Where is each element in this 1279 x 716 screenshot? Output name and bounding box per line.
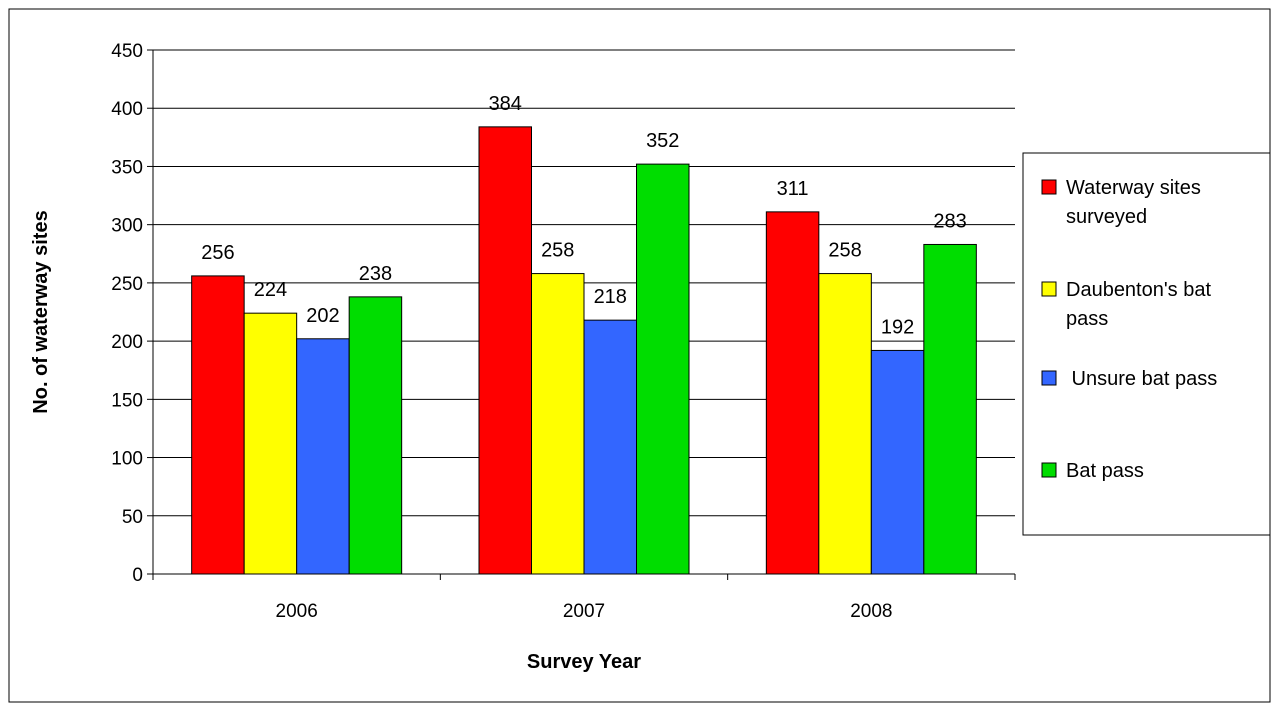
data-label: 311 xyxy=(777,178,809,200)
bar xyxy=(765,211,820,575)
bar xyxy=(636,163,690,575)
legend-label: Unsure bat pass xyxy=(1066,368,1217,390)
legend-label: surveyed xyxy=(1066,206,1147,228)
x-tick-label: 2008 xyxy=(850,601,892,622)
data-label: 256 xyxy=(201,242,234,264)
bar xyxy=(583,319,637,575)
y-tick-label: 50 xyxy=(122,507,143,528)
x-tick-label: 2007 xyxy=(563,601,605,622)
legend-label: Waterway sites xyxy=(1066,177,1201,199)
data-label: 258 xyxy=(828,240,861,262)
bar xyxy=(348,296,403,575)
data-label: 202 xyxy=(306,305,339,327)
legend-swatch xyxy=(1041,281,1057,297)
data-label: 384 xyxy=(489,93,522,115)
bar xyxy=(296,338,350,575)
x-tick-label: 2006 xyxy=(276,601,318,622)
legend-swatch xyxy=(1041,179,1057,195)
data-label: 192 xyxy=(881,316,914,338)
legend: Waterway sites surveyed Daubenton's bat pas… xyxy=(1022,152,1271,536)
bar xyxy=(243,312,298,575)
y-tick-label: 250 xyxy=(111,274,143,295)
legend-swatch xyxy=(1041,370,1057,386)
y-tick-label: 350 xyxy=(111,157,143,178)
data-label: 238 xyxy=(359,263,392,285)
legend-label: Bat pass xyxy=(1066,460,1144,482)
y-tick-label: 400 xyxy=(111,99,143,120)
bar xyxy=(923,243,977,575)
legend-label: pass xyxy=(1066,308,1108,330)
data-label: 352 xyxy=(646,130,679,152)
y-tick-label: 200 xyxy=(111,332,143,353)
y-tick-label: 150 xyxy=(111,390,143,411)
y-tick-label: 0 xyxy=(132,565,143,586)
bar xyxy=(531,273,585,575)
data-label: 283 xyxy=(933,210,966,232)
bar xyxy=(818,273,872,575)
bar xyxy=(191,275,245,575)
y-tick-label: 450 xyxy=(111,41,143,62)
data-label: 258 xyxy=(541,240,574,262)
bar xyxy=(870,349,925,575)
x-axis-title: Survey Year xyxy=(527,651,641,673)
y-tick-label: 100 xyxy=(111,449,143,470)
legend-box xyxy=(1022,152,1271,536)
data-label: 224 xyxy=(254,279,287,301)
legend-label: Daubenton's bat xyxy=(1066,279,1211,301)
legend-swatch xyxy=(1041,462,1057,478)
y-tick-label: 300 xyxy=(111,216,143,237)
data-label: 218 xyxy=(594,286,627,308)
y-axis-title: No. of waterway sites xyxy=(30,210,52,413)
bar xyxy=(478,126,532,575)
